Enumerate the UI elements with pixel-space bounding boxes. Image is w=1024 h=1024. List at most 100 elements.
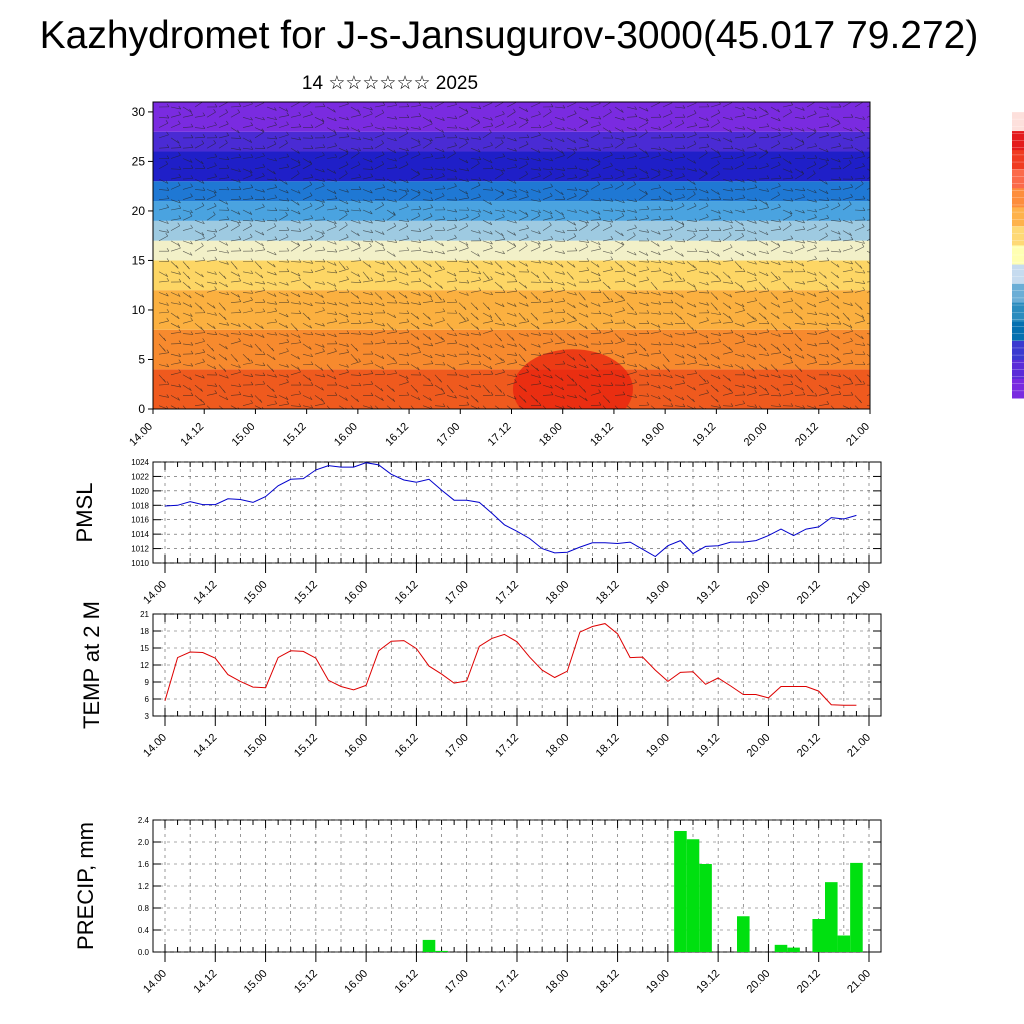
wind-barb (458, 240, 469, 246)
wind-barb (350, 302, 361, 305)
wind-barb-flag (190, 342, 194, 346)
wind-barb (746, 384, 757, 390)
wind-barb-flag (765, 149, 769, 153)
wind-barb-flag (658, 126, 662, 130)
wind-barb (734, 384, 745, 388)
wind-barb-flag (705, 170, 708, 174)
wind-barb-flag (742, 384, 745, 388)
wind-barb-flag (826, 106, 829, 110)
wind-barb-flag (190, 144, 194, 148)
wind-barb-flag (752, 368, 755, 372)
precip-bar (699, 864, 712, 952)
wind-barb-flag (658, 341, 662, 346)
wind-barb (674, 382, 685, 386)
wind-barb-flag (238, 219, 241, 224)
wind-barb (746, 333, 757, 336)
wind-barb-flag (573, 283, 577, 287)
wind-barb-flag (634, 198, 638, 202)
wind-barb-flag (178, 111, 181, 115)
wind-barb-flag (286, 333, 289, 337)
wind-barb-flag (394, 340, 398, 344)
wind-barb-flag (487, 276, 490, 280)
wind-barb (386, 372, 397, 376)
wind-barb (266, 239, 277, 242)
wind-barb (374, 384, 384, 392)
wind-barb-flag (550, 214, 553, 218)
wind-barb (830, 292, 840, 299)
wind-barb-flag (499, 337, 502, 342)
wind-barb-flag (825, 190, 829, 194)
wind-barb-flag (369, 210, 373, 215)
wind-barb (398, 147, 409, 152)
wind-barb-flag (202, 349, 206, 353)
wind-barb-flag (189, 304, 193, 308)
wind-barb-flag (598, 115, 602, 120)
wind-barb-flag (838, 231, 841, 235)
wind-barb-flag (875, 199, 877, 202)
wind-barb-flag (261, 334, 265, 338)
wind-barb-flag (634, 152, 637, 157)
wind-barb (182, 227, 193, 231)
wind-barb-flag (166, 187, 170, 191)
wind-barb-flag (322, 300, 326, 304)
wind-barb-flag (345, 397, 348, 401)
wind-barb (602, 177, 613, 180)
x-tick-label: 15.12 (281, 421, 309, 449)
wind-barb (230, 147, 241, 151)
wind-barb (662, 236, 673, 242)
wind-barb-flag (370, 392, 374, 396)
precip-bar (825, 882, 838, 952)
wind-barb-flag (237, 109, 240, 113)
wind-barb-flag (526, 189, 529, 194)
wind-barb-flag (645, 366, 648, 371)
wind-barb-flag (862, 132, 865, 136)
wind-barb (338, 173, 348, 180)
wind-barb-flag (609, 222, 613, 227)
wind-barb-flag (766, 204, 769, 208)
wind-barb-flag (273, 263, 276, 268)
wind-barb-flag (214, 228, 218, 233)
wind-barb-flag (874, 151, 876, 154)
wind-barb-flag (346, 126, 350, 130)
wind-barb (506, 381, 517, 386)
wind-barb (278, 166, 289, 170)
wind-barb (746, 154, 757, 159)
wind-barb-flag (430, 382, 434, 386)
wind-barb (578, 189, 589, 193)
wind-barb (206, 176, 217, 180)
wind-barb (758, 271, 769, 277)
wind-barb (734, 341, 745, 345)
heat-band (153, 240, 870, 261)
wind-barb-flag (657, 243, 660, 247)
wind-barb-flag (213, 109, 216, 113)
x-tick-label: 21.00 (844, 421, 872, 449)
wind-barb (602, 102, 612, 108)
wind-barb-flag (658, 292, 661, 296)
wind-barb-flag (693, 314, 697, 318)
wind-barb (230, 405, 238, 409)
wind-barb-flag (754, 297, 758, 301)
wind-barb-flag (850, 349, 854, 353)
wind-barb-flag (778, 261, 781, 265)
wind-barb-flag (466, 244, 469, 249)
wind-barb (494, 361, 505, 365)
wind-barb-flag (706, 317, 709, 321)
wind-barb-flag (439, 296, 442, 301)
wind-barb (410, 240, 421, 243)
wind-barb-flag (850, 137, 853, 141)
wind-barb (674, 196, 685, 200)
wind-barb (326, 261, 337, 266)
wind-barb (482, 220, 493, 226)
wind-barb-flag (358, 244, 361, 249)
wind-barb-flag (478, 276, 482, 281)
wind-barb-flag (681, 396, 685, 401)
wind-barb (374, 230, 385, 235)
wind-barb-flag (741, 334, 745, 338)
wind-barb (254, 189, 265, 193)
y-tick-label: 10 (132, 303, 146, 317)
wind-barb-flag (309, 346, 312, 350)
wind-barb-flag (501, 303, 505, 307)
wind-barb (698, 353, 708, 361)
wind-barb-flag (190, 392, 194, 396)
wind-barb (506, 333, 515, 341)
